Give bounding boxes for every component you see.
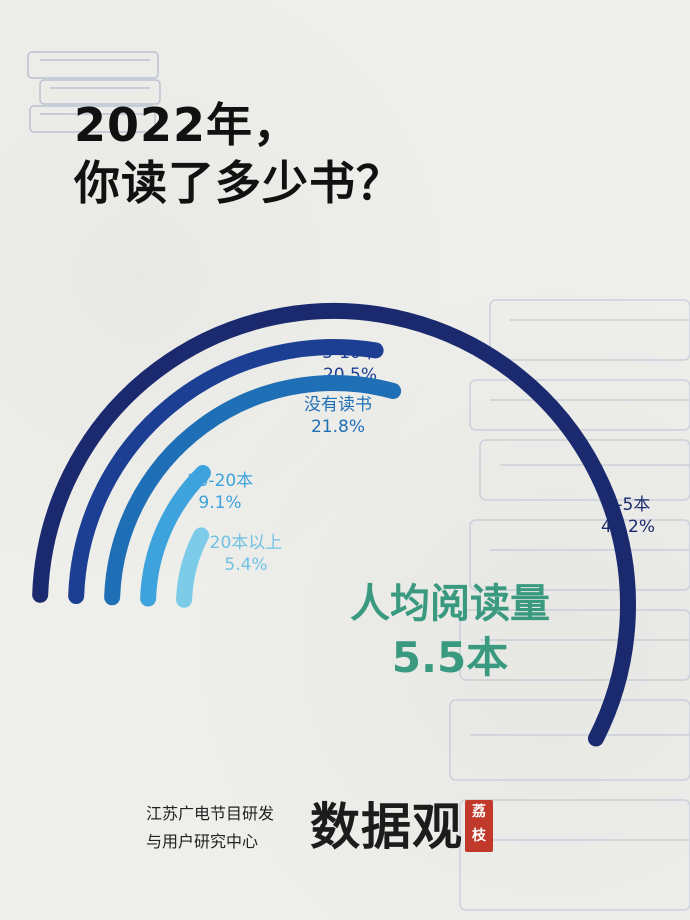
series-value-label: 43.2% [601, 517, 655, 537]
series-name-label: 20本以上 [210, 533, 283, 553]
series-name-label: 没有读书 [304, 395, 372, 415]
arc-bar-1 [32, 303, 636, 747]
org-line1: 江苏广电节目研发 [146, 804, 275, 823]
arc-bar-4 [140, 465, 211, 607]
title-line2: 你读了多少书？ [74, 156, 403, 210]
series-value-label: 5.4% [224, 555, 267, 575]
average-label: 人均阅读量 [350, 581, 550, 627]
organization-name: 江苏广电节目研发 与用户研究中心 [146, 800, 274, 856]
seal-logo: 荔 枝 [465, 800, 493, 852]
seal-line1: 荔 [472, 804, 486, 820]
average-reading: 人均阅读量 5.5本 [300, 578, 600, 686]
brand-logo: 数据观 [310, 798, 463, 856]
arc-bar-2 [68, 339, 384, 604]
series-name-label: 10-20本 [187, 471, 253, 491]
title-line1: 2022年， [74, 98, 301, 152]
series-name-label: 1-5本 [606, 495, 651, 515]
page-title: 2022年， 你读了多少书？ [74, 96, 403, 212]
arc-bar-5 [176, 527, 210, 608]
series-name-label: 5-10本 [322, 343, 378, 363]
arc-bar-3 [104, 375, 402, 606]
series-value-label: 9.1% [198, 493, 241, 513]
org-line2: 与用户研究中心 [146, 832, 259, 851]
seal-line2: 枝 [472, 828, 486, 844]
series-value-label: 21.8% [311, 417, 365, 437]
average-value: 5.5本 [391, 633, 509, 682]
